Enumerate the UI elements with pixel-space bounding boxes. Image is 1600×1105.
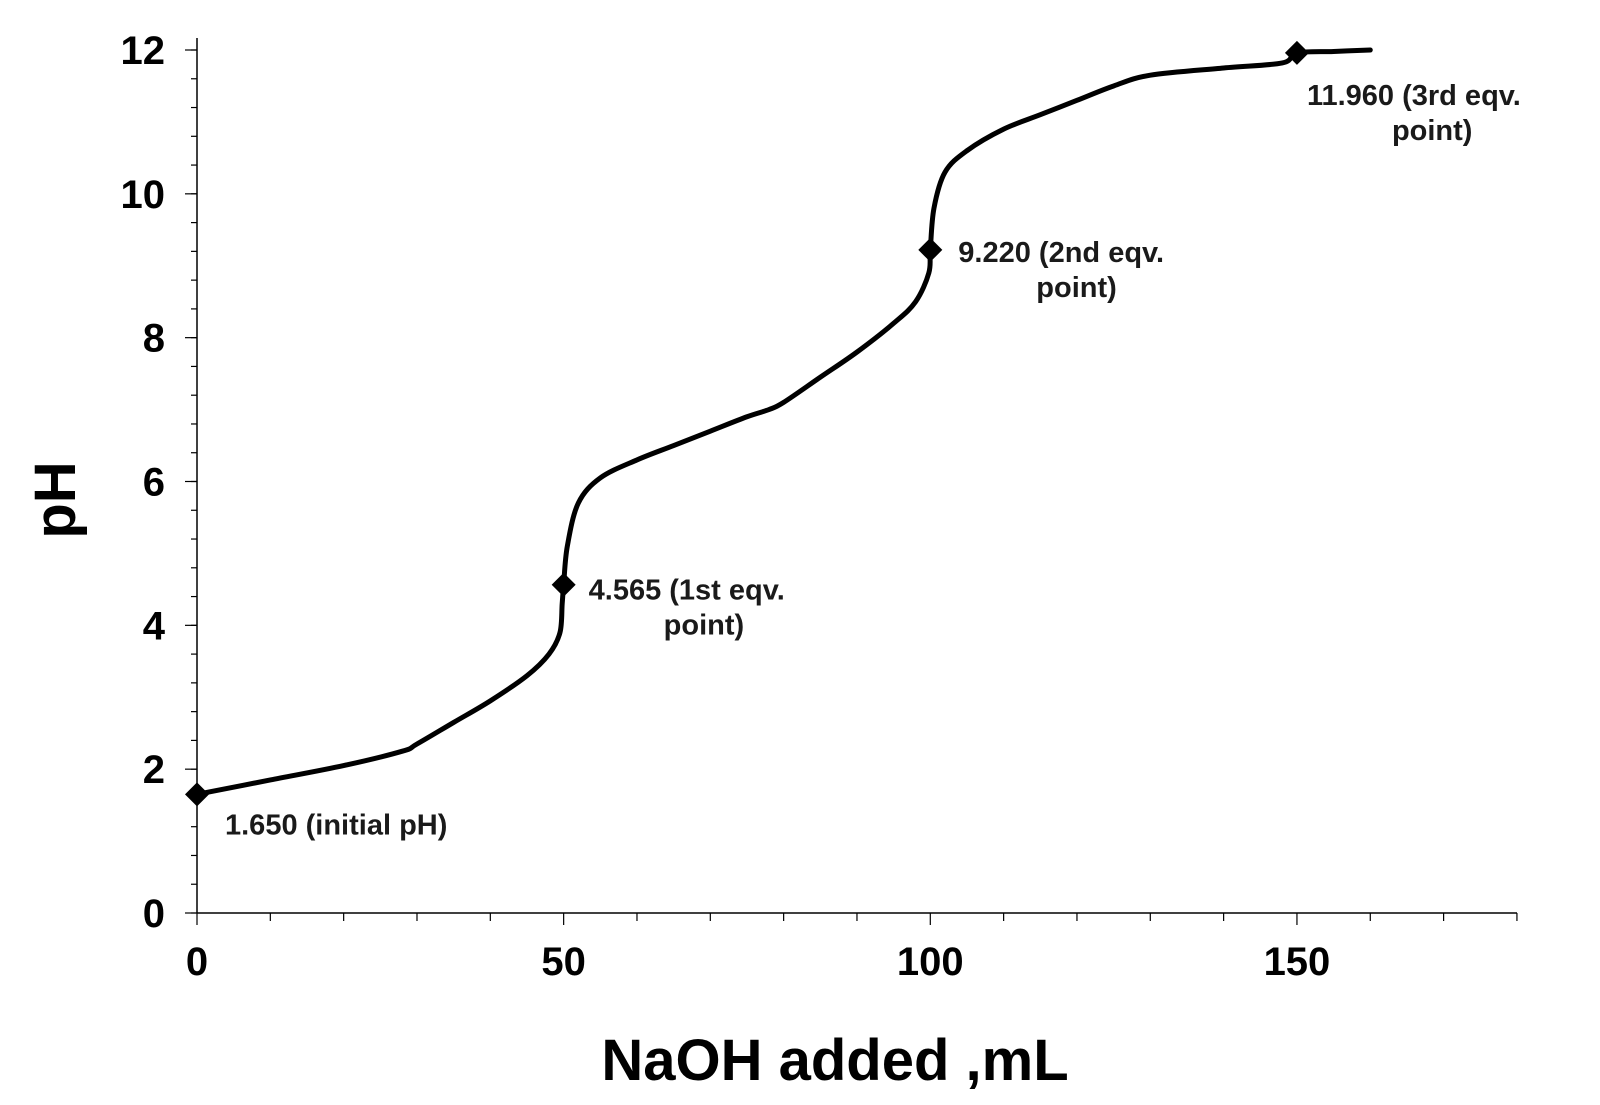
titration-curve (194, 47, 1373, 797)
annotation-label: point) (1036, 272, 1117, 304)
y-tick-label: 4 (143, 604, 166, 648)
y-axis: 0 2 4 6 8 10 12 (121, 29, 198, 936)
annotation-label: point) (664, 610, 745, 642)
annotation-label: 11.960 (3rd eqv. (1307, 80, 1521, 112)
x-tick-label: 0 (186, 940, 208, 984)
equivalence-point-marker (918, 237, 943, 262)
y-tick-label: 2 (143, 748, 165, 792)
annotation-label: 9.220 (2nd eqv. (958, 237, 1164, 269)
y-tick-label: 0 (143, 892, 165, 936)
x-axis-title: NaOH added ,mL (601, 1028, 1068, 1093)
series-group (194, 47, 1373, 797)
equivalence-point-marker (551, 572, 576, 597)
x-axis: 0 50 100 150 (186, 912, 1518, 984)
annotation-label: 1.650 (initial pH) (225, 809, 447, 841)
x-tick-label: 100 (897, 940, 964, 984)
y-tick-label: 12 (121, 29, 166, 73)
y-axis-title: pH (23, 461, 88, 538)
annotation-label: point) (1392, 115, 1473, 147)
y-tick-label: 6 (143, 461, 165, 505)
annotation-label: 4.565 (1st eqv. (589, 575, 785, 607)
x-tick-label: 50 (541, 940, 586, 984)
y-tick-label: 10 (121, 173, 166, 217)
x-tick-label: 150 (1264, 940, 1331, 984)
y-tick-label: 8 (143, 317, 165, 361)
equivalence-point-marker (185, 782, 209, 807)
annotations-group: 1.650 (initial pH)4.565 (1st eqv.point)9… (225, 80, 1521, 841)
equivalence-point-marker (1284, 40, 1309, 65)
markers-group (185, 40, 1309, 807)
